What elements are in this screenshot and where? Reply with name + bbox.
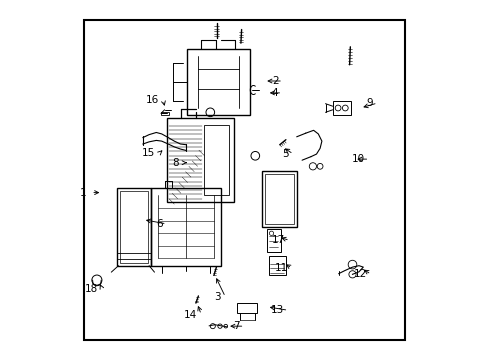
Text: 11: 11 xyxy=(274,263,287,273)
Bar xyxy=(167,118,233,202)
Text: 18: 18 xyxy=(84,284,98,294)
Bar xyxy=(261,171,296,227)
Text: 4: 4 xyxy=(271,88,277,98)
Text: 17: 17 xyxy=(272,235,285,246)
Text: 16: 16 xyxy=(145,95,159,105)
Text: 10: 10 xyxy=(351,154,365,164)
Text: 7: 7 xyxy=(233,321,240,331)
Text: 1: 1 xyxy=(80,188,87,198)
Text: 5: 5 xyxy=(282,149,288,159)
Bar xyxy=(117,188,151,266)
Bar xyxy=(84,20,404,340)
Text: 2: 2 xyxy=(271,76,278,86)
Text: 14: 14 xyxy=(183,310,197,320)
Bar xyxy=(266,229,280,252)
Bar xyxy=(268,256,285,275)
Text: 9: 9 xyxy=(366,98,373,108)
Text: 12: 12 xyxy=(353,269,366,279)
Bar xyxy=(161,112,168,115)
Bar xyxy=(203,125,228,195)
Bar xyxy=(186,49,249,115)
Text: 13: 13 xyxy=(270,305,284,315)
Bar xyxy=(332,101,350,115)
Text: 15: 15 xyxy=(142,148,155,158)
Bar xyxy=(120,191,148,263)
Bar xyxy=(264,174,294,224)
Bar xyxy=(237,303,257,313)
Text: 8: 8 xyxy=(172,158,179,168)
Text: 6: 6 xyxy=(156,219,162,229)
Bar xyxy=(151,188,221,266)
Text: 3: 3 xyxy=(214,292,221,302)
